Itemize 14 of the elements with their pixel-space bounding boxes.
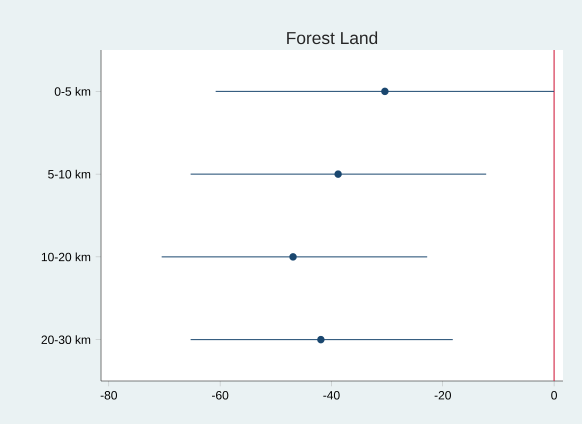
point (381, 88, 389, 96)
y-tick-label: 10-20 km (42, 252, 90, 262)
y-tick-label: 20-30 km (42, 335, 90, 344)
x-tick-label: -80 (100, 391, 118, 400)
x-tick-label: -60 (212, 391, 228, 400)
x-tick-label: 0 (551, 391, 557, 400)
chart-title: Forest Land (287, 31, 378, 44)
y-tick-label: 0-5 km (54, 86, 90, 96)
x-tick-label: -40 (323, 391, 340, 400)
point (317, 336, 325, 344)
point (334, 170, 342, 178)
point (289, 253, 297, 261)
x-tick-label: -20 (434, 391, 451, 400)
y-tick-label: 5-10 km (48, 170, 90, 179)
